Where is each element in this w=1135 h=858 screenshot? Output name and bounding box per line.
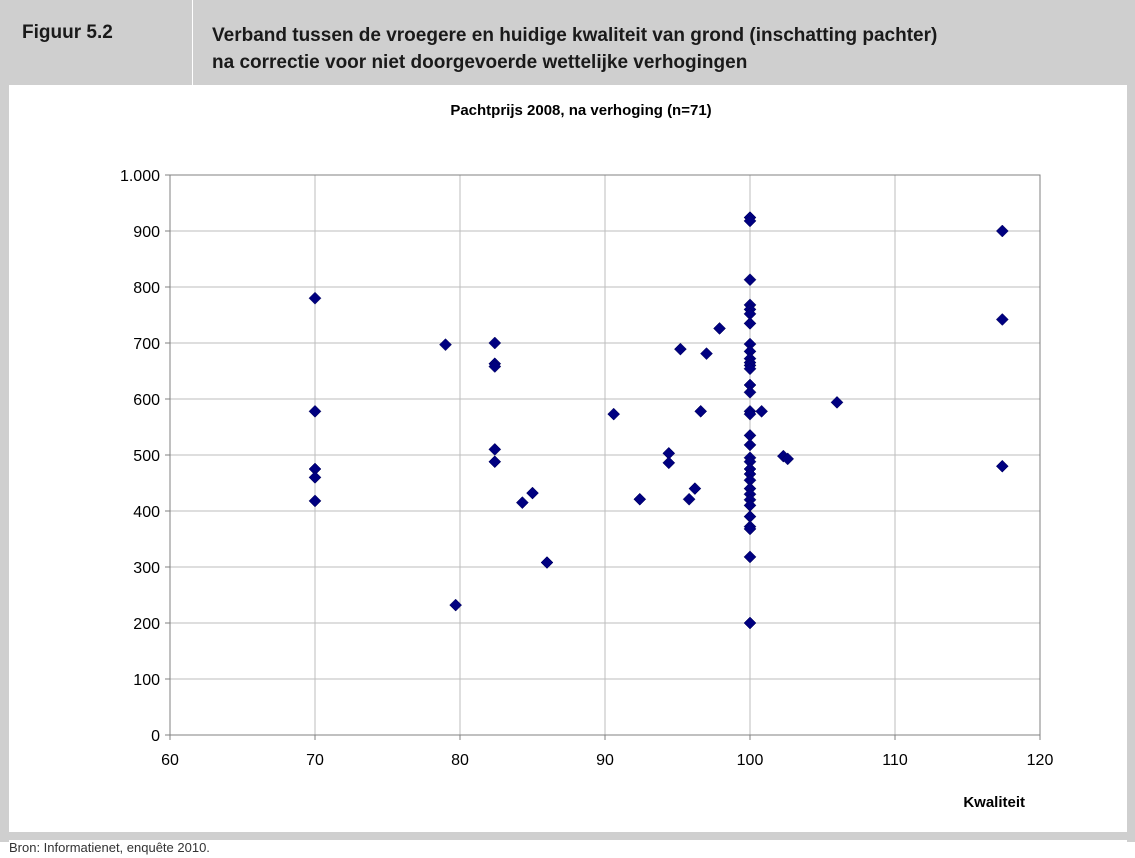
data-point xyxy=(743,273,757,287)
x-tick-labels: 60 70 80 90 100 110 120 xyxy=(161,752,1053,769)
y-tick-label: 100 xyxy=(133,672,160,689)
chart-title: Pachtprijs 2008, na verhoging (n=71) xyxy=(450,102,711,119)
x-axis-label: Kwaliteit xyxy=(963,794,1025,811)
data-point xyxy=(743,362,757,376)
data-point xyxy=(781,452,795,466)
y-tick-label: 200 xyxy=(133,616,160,633)
data-point xyxy=(488,455,502,469)
y-tick-label: 1.000 xyxy=(120,168,160,185)
y-tick-label: 300 xyxy=(133,560,160,577)
plot-area-border xyxy=(169,174,1041,736)
data-point xyxy=(633,492,647,506)
data-point xyxy=(488,360,502,373)
data-point xyxy=(488,336,502,350)
figure-header xyxy=(0,0,1135,85)
data-point xyxy=(995,459,1009,473)
data-point xyxy=(755,404,768,418)
x-tick-label: 60 xyxy=(161,752,179,769)
frame-right xyxy=(1127,85,1135,842)
y-tick-label: 500 xyxy=(133,448,160,465)
data-point xyxy=(700,347,713,360)
figure-title-line-1: Verband tussen de vroegere en huidige kw… xyxy=(212,25,938,46)
data-point xyxy=(743,407,757,421)
data-point xyxy=(830,396,844,409)
data-point xyxy=(488,443,502,456)
frame-bottom xyxy=(0,832,1135,840)
grid-layer xyxy=(165,174,1041,740)
x-tick-label: 80 xyxy=(451,752,469,769)
data-point xyxy=(308,471,322,484)
frame-left xyxy=(0,0,9,842)
data-points xyxy=(308,211,1009,630)
x-tick-label: 120 xyxy=(1027,752,1054,769)
data-point xyxy=(308,404,322,418)
data-point xyxy=(682,492,696,506)
data-point xyxy=(713,322,726,335)
header-divider xyxy=(192,0,193,85)
figure-title-line-2: na correctie voor niet doorgevoerde wett… xyxy=(212,52,748,73)
data-point xyxy=(449,598,463,612)
y-tick-label: 800 xyxy=(133,280,160,297)
y-tick-label: 700 xyxy=(133,336,160,353)
data-point xyxy=(308,494,322,508)
data-point xyxy=(743,522,757,536)
data-point xyxy=(743,438,757,452)
data-point xyxy=(515,496,529,509)
data-point xyxy=(995,313,1009,326)
x-tick-label: 100 xyxy=(737,752,764,769)
data-point xyxy=(743,385,757,399)
figure-label: Figuur 5.2 xyxy=(22,22,113,43)
data-point xyxy=(743,317,757,330)
data-point xyxy=(995,224,1009,238)
data-point xyxy=(662,456,676,470)
y-tick-label: 400 xyxy=(133,504,160,521)
figure-title: Verband tussen de vroegere en huidige kw… xyxy=(212,22,1112,76)
y-tick-label: 900 xyxy=(133,224,160,241)
data-point xyxy=(439,338,452,352)
data-point xyxy=(607,407,621,421)
y-tick-label: 600 xyxy=(133,392,160,409)
data-point xyxy=(743,616,757,630)
data-point xyxy=(694,404,708,418)
data-point xyxy=(743,214,757,228)
x-tick-label: 70 xyxy=(306,752,324,769)
y-tick-labels: 0 100 200 300 400 500 600 700 800 900 1.000 xyxy=(120,168,160,745)
data-point xyxy=(308,291,322,305)
x-tick-label: 90 xyxy=(596,752,614,769)
y-tick-label: 0 xyxy=(151,728,160,745)
data-point xyxy=(526,486,539,500)
data-point xyxy=(688,482,702,495)
data-point xyxy=(674,342,687,356)
scatter-chart: Pachtprijs 2008, na verhoging (n=71) 0 10… xyxy=(120,102,1053,811)
data-point xyxy=(540,556,554,569)
data-point xyxy=(743,550,757,564)
x-tick-label: 110 xyxy=(882,752,908,769)
source-note: Bron: Informatienet, enquête 2010. xyxy=(9,840,210,855)
